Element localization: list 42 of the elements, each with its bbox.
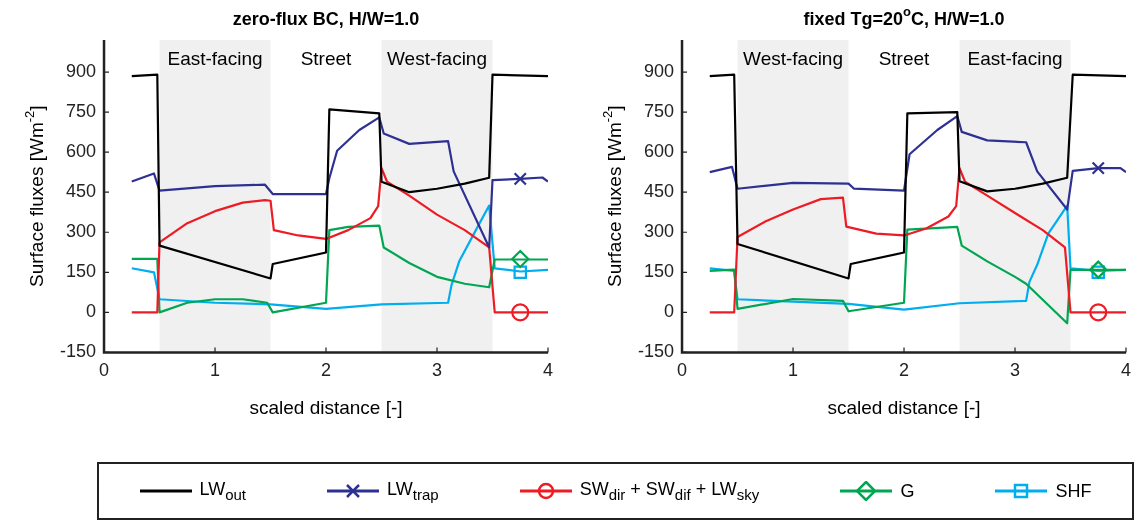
- y-axis-title: Surface fluxes [Wm-2]: [21, 105, 48, 287]
- y-tick-label: 150: [65, 261, 97, 282]
- y-axis-title: Surface fluxes [Wm-2]: [599, 105, 626, 287]
- x-axis-title: scaled distance [-]: [249, 396, 403, 418]
- x-tick-label: 3: [1010, 360, 1021, 381]
- band-label: East-facing: [167, 48, 263, 70]
- legend-label: SW$_{dir}$ + SW$_{dif}$ + LW$_{sky}$: [579, 479, 760, 503]
- annotation: Street: [300, 48, 353, 70]
- y-tick-label: 150: [643, 261, 675, 282]
- legend-label: LW$_{trap}$: [387, 479, 439, 503]
- y-tick-label: 750: [65, 101, 97, 122]
- band-label: East-facing: [967, 48, 1063, 70]
- annotation: Street: [878, 48, 931, 70]
- y-tick-label: 450: [65, 181, 97, 202]
- y-tick-label: 600: [65, 141, 97, 162]
- y-tick-label: -150: [638, 341, 675, 362]
- chart-title: zero-flux BC, H/W=1.0: [232, 8, 420, 29]
- y-tick-label: -150: [60, 341, 97, 362]
- x-tick-label: 4: [1120, 360, 1132, 381]
- legend-label: LW$_{out}$: [199, 479, 247, 503]
- x-tick-label: 3: [432, 360, 443, 381]
- y-tick-label: 600: [643, 141, 675, 162]
- x-axis-title: scaled distance [-]: [827, 396, 981, 418]
- legend-label: SHF: [1055, 480, 1092, 502]
- y-tick-label: 450: [643, 181, 675, 202]
- y-tick-label: 0: [664, 301, 675, 322]
- x-tick-label: 1: [788, 360, 799, 381]
- y-tick-label: 300: [65, 221, 97, 242]
- legend-label: G: [900, 480, 915, 502]
- x-tick-label: 4: [542, 360, 554, 381]
- y-tick-label: 0: [86, 301, 97, 322]
- x-tick-label: 0: [99, 360, 110, 381]
- y-tick-label: 900: [643, 61, 675, 82]
- x-tick-label: 1: [210, 360, 221, 381]
- band-label: West-facing: [743, 48, 844, 70]
- x-tick-label: 2: [321, 360, 332, 381]
- x-tick-label: 2: [899, 360, 910, 381]
- x-tick-label: 0: [677, 360, 688, 381]
- band-label: West-facing: [387, 48, 487, 70]
- y-tick-label: 900: [65, 61, 97, 82]
- y-tick-label: 750: [643, 101, 675, 122]
- y-tick-label: 300: [643, 221, 675, 242]
